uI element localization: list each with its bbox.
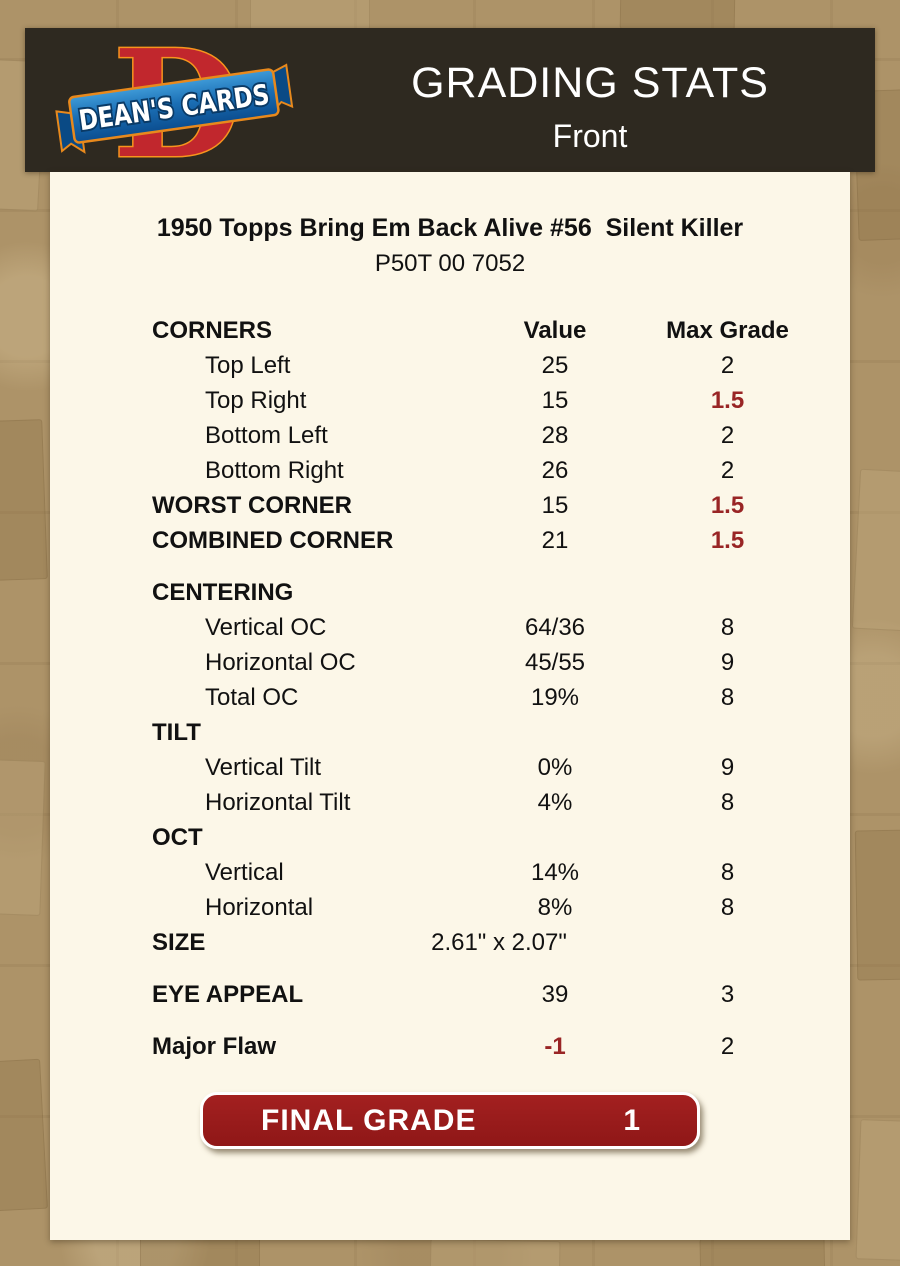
stats-row: Bottom Right 26 2 [50,453,850,488]
stats-row-max-grade: 8 [720,893,735,921]
stats-row-value: 28 [541,421,569,449]
stats-row-max-grade: 8 [720,858,735,886]
stats-row-value: 2.61" x 2.07" [431,928,567,956]
background-card [429,1238,561,1266]
stats-row: CORNERS Value Max Grade [50,313,850,348]
stats-row: Horizontal 8% 8 [50,890,850,925]
stats-row-value: 15 [541,386,569,414]
header-banner: D DEAN'S CARDS GRADING STATS Front [25,16,875,193]
stats-row: Horizontal Tilt 4% 8 [50,785,850,820]
header-text-block: GRADING STATS Front [315,28,865,172]
stats-row-value: 45/55 [524,648,586,676]
stats-row: EYE APPEAL 39 3 [50,977,850,1012]
stats-row-label: OCT [152,823,203,851]
stats-row-max-grade: 1.5 [710,491,745,519]
stats-row-label: Horizontal Tilt [205,788,351,816]
stats-row-label: Top Left [205,351,291,379]
deans-cards-logo-graphic: D DEAN'S CARDS [55,16,294,193]
background-card [851,468,900,632]
stats-row: SIZE 2.61" x 2.07" [50,925,850,960]
stats-row-max-grade: Max Grade [666,316,789,344]
stats-row-max-grade: 2 [720,456,735,484]
stats-row-label: Horizontal [205,893,314,921]
stats-row: Vertical OC 64/36 8 [50,610,850,645]
background-card [0,759,46,916]
stats-row-max-grade: 2 [720,351,735,379]
stats-row: Bottom Left 28 2 [50,418,850,453]
stats-row: Top Right 15 1.5 [50,383,850,418]
stats-row-label: Horizontal OC [205,648,356,676]
page-title: GRADING STATS [411,59,769,107]
stats-row-label: Bottom Right [205,456,344,484]
deans-cards-logo: D DEAN'S CARDS [53,16,295,193]
stats-row-max-grade: 9 [720,753,735,781]
stats-row-max-grade: 1.5 [710,386,745,414]
background-card [699,1236,826,1266]
stats-row-value: Value [523,316,587,344]
stats-table: CORNERS Value Max Grade Top Left 25 2 To… [50,313,850,1064]
stats-row: WORST CORNER 15 1.5 [50,488,850,523]
page-subtitle: Front [552,118,628,154]
stats-row: CENTERING [50,575,850,610]
stats-row: Major Flaw -1 2 [50,1029,850,1064]
stats-row-max-grade: 1.5 [710,526,745,554]
stats-row-label: COMBINED CORNER [152,526,394,554]
stats-row-label: Vertical Tilt [205,753,322,781]
stats-row-value: 19% [530,683,580,711]
stats-row-label: CORNERS [152,316,273,344]
stats-row-label: EYE APPEAL [152,980,304,1008]
stats-row-max-grade: 8 [720,613,735,641]
background-card [250,0,370,30]
stats-row-label: TILT [152,718,201,746]
stats-row-max-grade: 9 [720,648,735,676]
final-grade-value: 1 [623,1103,641,1137]
background-card [855,1119,900,1261]
stats-row: OCT [50,820,850,855]
background-card [854,829,900,981]
grading-stats-card: 1950 Topps Bring Em Back Alive #56 Silen… [50,172,850,1240]
stats-row-label: Total OC [205,683,299,711]
stats-row-max-grade: 8 [720,788,735,816]
stats-row: Top Left 25 2 [50,348,850,383]
final-grade-label: FINAL GRADE [261,1103,477,1137]
stats-row-value: 39 [541,980,569,1008]
stats-row: COMBINED CORNER 21 1.5 [50,523,850,558]
stats-row: TILT [50,715,850,750]
background-card [140,1236,260,1266]
stats-row-value: 26 [541,456,569,484]
stats-row-label: CENTERING [152,578,294,606]
background-card [0,1058,48,1212]
stats-row-value: 0% [537,753,573,781]
stats-row-label: Major Flaw [152,1032,277,1060]
card-title: 1950 Topps Bring Em Back Alive #56 Silen… [156,214,744,242]
stats-row-max-grade: 2 [720,1032,735,1060]
background-card [619,0,736,32]
stats-row-value: -1 [544,1032,566,1060]
stats-row: Vertical 14% 8 [50,855,850,890]
stats-row-label: SIZE [152,928,206,956]
background-card [0,419,48,581]
stats-row-value: 64/36 [524,613,586,641]
stats-row-max-grade: 2 [720,421,735,449]
stats-row: Horizontal OC 45/55 9 [50,645,850,680]
stats-row-value: 8% [537,893,573,921]
stats-row: Total OC 19% 8 [50,680,850,715]
stats-row-label: WORST CORNER [152,491,352,519]
final-grade-badge: FINAL GRADE 1 [200,1092,700,1149]
stats-row-label: Bottom Left [205,421,328,449]
stats-row-value: 14% [530,858,580,886]
stats-row-max-grade: 8 [720,683,735,711]
stats-row-value: 15 [541,491,569,519]
stats-row-value: 4% [537,788,573,816]
stats-row-value: 21 [541,526,569,554]
stats-row-label: Vertical OC [205,613,327,641]
stats-row-max-grade: 3 [720,980,735,1008]
stats-row-label: Vertical [205,858,284,886]
stats-row-value: 25 [541,351,569,379]
stats-row: Vertical Tilt 0% 9 [50,750,850,785]
card-code: P50T 00 7052 [374,250,526,277]
stats-row-label: Top Right [205,386,307,414]
